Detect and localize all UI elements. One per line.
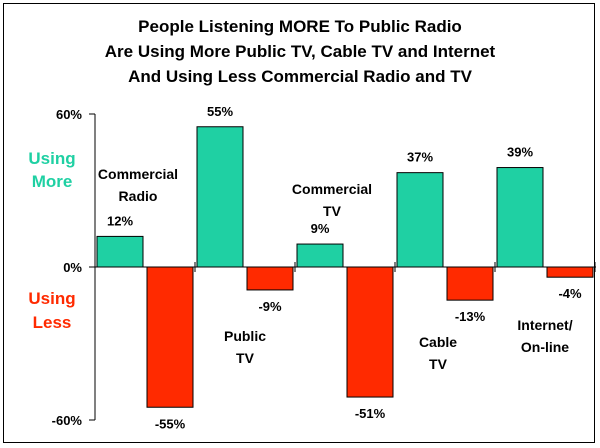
category-label: TV [323,203,342,219]
category-label: Commercial [292,181,372,197]
chart-title-line-1: People Listening MORE To Public Radio [138,17,462,36]
bar-using-less [546,266,594,278]
bar-using-less [446,266,494,301]
data-label-less: -13% [455,309,486,324]
category-label: On-line [521,339,569,355]
category-label: TV [429,356,448,372]
category-label: Internet/ [517,317,572,333]
data-label-less: -4% [558,286,582,301]
data-label-less: -51% [355,406,386,421]
category-label: Commercial [98,166,178,182]
data-label-more: 55% [207,104,233,119]
data-label-less: -9% [258,299,282,314]
legend-more-line-2: More [32,172,73,191]
category-label: TV [236,350,255,366]
legend-less-line-2: Less [33,313,72,332]
data-label-more: 39% [507,145,533,160]
category-label: Cable [419,334,457,350]
y-tick-label: -60% [52,413,83,428]
bar-using-more [496,167,544,268]
y-tick-label: 60% [56,107,82,122]
legend-more-line-1: Using [28,149,75,168]
bar-using-less [246,266,294,291]
bar-using-more [196,126,244,268]
data-label-more: 12% [107,213,133,228]
chart-title-line-3: And Using Less Commercial Radio and TV [128,67,473,86]
bar-using-less [146,266,194,408]
legend-less-line-1: Using [28,289,75,308]
y-tick-label: 0% [63,260,82,275]
category-label: Radio [119,188,158,204]
chart-frame [3,3,595,443]
data-label-more: 9% [311,221,330,236]
bar-using-more [96,235,144,268]
category-label: Public [224,328,266,344]
chart-title-line-2: Are Using More Public TV, Cable TV and I… [105,42,496,61]
bar-using-more [296,243,344,268]
data-label-less: -55% [155,416,186,431]
bar-using-more [396,172,444,268]
data-label-more: 37% [407,150,433,165]
bar-using-less [346,266,394,398]
